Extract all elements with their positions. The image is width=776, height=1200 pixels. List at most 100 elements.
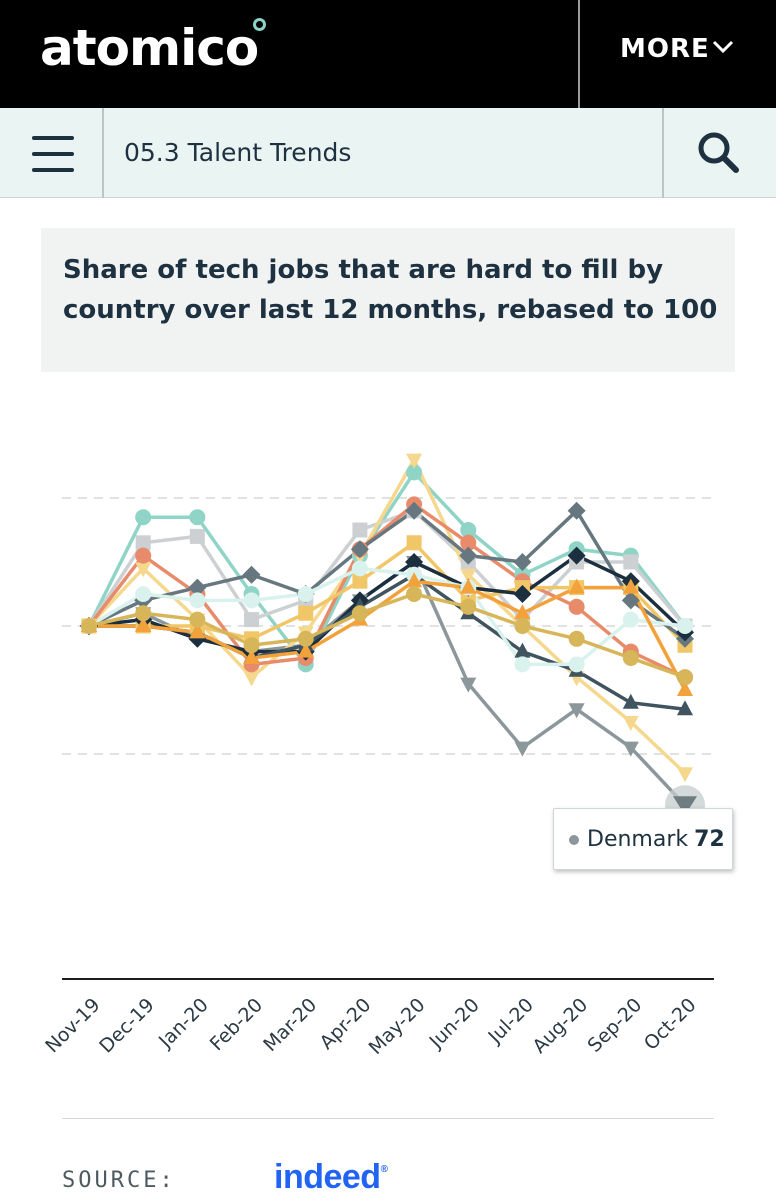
series-line xyxy=(87,457,687,775)
data-point[interactable] xyxy=(406,535,422,551)
series-line xyxy=(88,509,687,641)
tooltip-text: Denmark 72 xyxy=(587,827,725,852)
data-point[interactable] xyxy=(677,669,693,686)
menu-icon-bar xyxy=(32,152,74,156)
data-point[interactable] xyxy=(188,629,207,648)
data-point[interactable] xyxy=(81,618,97,634)
data-point[interactable] xyxy=(568,656,585,673)
data-point[interactable] xyxy=(621,591,640,610)
data-point[interactable] xyxy=(567,546,586,565)
data-point[interactable] xyxy=(406,464,423,481)
menu-button[interactable] xyxy=(0,108,104,198)
data-point[interactable] xyxy=(135,547,152,564)
x-tick-label: Feb-20 xyxy=(206,994,267,1055)
data-point[interactable] xyxy=(460,522,477,538)
x-tick-label: Oct-20 xyxy=(640,994,701,1055)
data-point[interactable] xyxy=(243,671,260,687)
data-point[interactable] xyxy=(135,562,152,578)
data-point[interactable] xyxy=(297,586,314,602)
data-point[interactable] xyxy=(460,568,477,584)
header-divider xyxy=(578,0,580,108)
data-point[interactable] xyxy=(677,767,693,783)
data-point[interactable] xyxy=(514,642,531,658)
data-point[interactable] xyxy=(514,618,531,634)
x-tick-label: Jan-20 xyxy=(154,994,213,1053)
data-point[interactable] xyxy=(622,650,639,666)
data-point[interactable] xyxy=(568,578,585,594)
data-point[interactable] xyxy=(406,453,423,469)
data-point[interactable] xyxy=(459,546,478,565)
data-point[interactable] xyxy=(514,741,531,757)
data-point[interactable] xyxy=(568,703,585,719)
data-point[interactable] xyxy=(622,611,639,628)
data-point[interactable] xyxy=(568,630,585,647)
data-point[interactable] xyxy=(405,501,424,520)
data-point[interactable] xyxy=(677,700,693,716)
x-tick-label: Sep-20 xyxy=(584,994,647,1057)
data-point[interactable] xyxy=(406,586,423,602)
data-point[interactable] xyxy=(189,623,206,639)
series-line xyxy=(87,509,687,628)
data-point[interactable] xyxy=(297,630,314,647)
data-point[interactable] xyxy=(297,642,314,658)
data-point[interactable] xyxy=(351,560,368,577)
data-point[interactable] xyxy=(622,741,639,757)
data-point[interactable] xyxy=(406,572,423,588)
data-point[interactable] xyxy=(135,535,151,551)
section-nav: 05.3 Talent Trends xyxy=(0,108,776,198)
data-point[interactable] xyxy=(460,534,477,551)
data-point[interactable] xyxy=(188,578,207,597)
menu-icon xyxy=(32,136,74,140)
logo-dot-icon xyxy=(253,18,266,31)
data-point[interactable] xyxy=(243,649,260,664)
data-point[interactable] xyxy=(460,598,477,615)
data-point[interactable] xyxy=(513,585,532,603)
data-point[interactable] xyxy=(189,592,206,609)
data-point[interactable] xyxy=(135,617,152,632)
search-button[interactable] xyxy=(662,108,776,198)
data-point[interactable] xyxy=(298,605,314,621)
data-point[interactable] xyxy=(622,716,639,731)
data-point[interactable] xyxy=(189,611,206,628)
data-point[interactable] xyxy=(568,598,585,615)
data-point[interactable] xyxy=(135,509,152,526)
indeed-logo-text: indeed xyxy=(274,1158,381,1196)
data-point[interactable] xyxy=(244,612,260,628)
data-point[interactable] xyxy=(622,693,639,709)
data-point[interactable] xyxy=(243,637,260,654)
data-point[interactable] xyxy=(514,656,531,673)
chart-tooltip: Denmark 72 xyxy=(553,808,733,870)
data-point[interactable] xyxy=(460,677,477,693)
data-point[interactable] xyxy=(622,578,639,594)
data-point[interactable] xyxy=(135,605,152,622)
data-point[interactable] xyxy=(242,565,261,584)
data-point[interactable] xyxy=(189,509,206,526)
source-label: SOURCE: xyxy=(62,1168,176,1193)
data-point[interactable] xyxy=(677,681,693,696)
menu-icon-bar xyxy=(32,168,74,172)
tooltip-series-dot xyxy=(569,835,579,845)
breadcrumb[interactable]: 05.3 Talent Trends xyxy=(124,138,352,167)
indeed-logo[interactable]: indeed® xyxy=(274,1158,388,1197)
data-point[interactable] xyxy=(514,604,531,620)
data-point[interactable] xyxy=(352,522,368,538)
data-point[interactable] xyxy=(677,618,693,634)
data-point[interactable] xyxy=(567,501,586,520)
data-point[interactable] xyxy=(513,553,532,571)
data-point[interactable] xyxy=(623,554,639,570)
data-point[interactable] xyxy=(351,605,368,622)
series-line xyxy=(88,566,686,667)
data-point[interactable] xyxy=(460,578,477,594)
data-point[interactable] xyxy=(189,528,205,544)
data-point[interactable] xyxy=(352,573,368,589)
data-point[interactable] xyxy=(243,592,260,609)
data-point[interactable] xyxy=(350,540,369,559)
chevron-down-icon[interactable] xyxy=(712,40,734,54)
data-point[interactable] xyxy=(135,586,152,602)
x-tick-label: Jun-20 xyxy=(425,994,484,1053)
atomico-logo[interactable]: atomico xyxy=(40,19,259,77)
more-button[interactable]: MORE xyxy=(620,34,710,64)
data-point[interactable] xyxy=(405,553,424,571)
x-tick-label: May-20 xyxy=(365,994,430,1059)
highlighted-data-point[interactable] xyxy=(673,796,697,816)
